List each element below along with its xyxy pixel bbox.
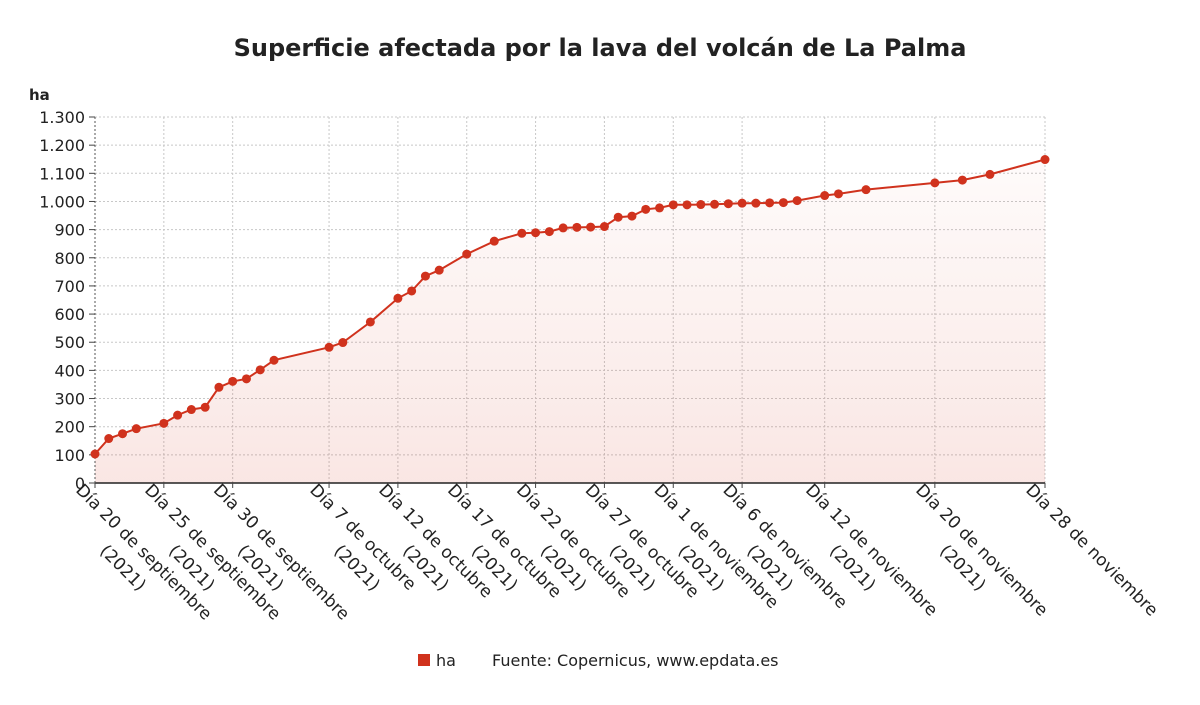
data-point (324, 342, 334, 352)
source-note: Fuente: Copernicus, www.epdata.es (492, 651, 779, 670)
data-point (696, 200, 706, 210)
data-point (173, 410, 183, 420)
y-axis-ticks: 0 100 200 300 400 500 600 700 800 900 1.000 1.100 1.… (39, 108, 95, 493)
data-point (517, 228, 527, 238)
data-point (985, 169, 995, 179)
data-point (668, 200, 678, 210)
y-tick-label: 1.200 (39, 136, 85, 155)
data-point (861, 185, 871, 195)
data-point (214, 382, 224, 392)
data-point (393, 293, 403, 303)
y-tick-label: 900 (54, 221, 85, 240)
y-tick-label: 0 (75, 474, 85, 493)
data-point (930, 178, 940, 188)
data-point (489, 236, 499, 246)
data-point (613, 212, 623, 222)
data-point (737, 198, 747, 208)
data-point (186, 405, 196, 415)
data-point (641, 204, 651, 214)
legend: ha Fuente: Copernicus, www.epdata.es (418, 651, 779, 670)
data-point (90, 449, 100, 459)
data-point (778, 198, 788, 208)
x-tick-label: Día 20 de noviembre(2021) (911, 480, 1051, 620)
y-tick-label: 1.000 (39, 192, 85, 211)
data-point (833, 189, 843, 199)
data-point (104, 434, 114, 444)
y-tick-label: 400 (54, 361, 85, 380)
data-point (710, 199, 720, 209)
y-tick-label: 800 (54, 249, 85, 268)
y-tick-label: 200 (54, 418, 85, 437)
data-point (365, 317, 375, 327)
data-point (131, 424, 141, 434)
data-point (792, 196, 802, 206)
y-tick-label: 100 (54, 446, 85, 465)
data-point (269, 355, 279, 365)
data-point (407, 286, 417, 296)
data-point (544, 227, 554, 237)
y-tick-label: 1.100 (39, 164, 85, 183)
data-point (627, 211, 637, 221)
x-tick-label-line1: Día 20 de septiembre (71, 480, 215, 624)
data-point (420, 271, 430, 281)
series-area-fill (95, 159, 1045, 483)
data-point (200, 402, 210, 412)
data-point (531, 228, 541, 238)
data-point (586, 222, 596, 232)
data-point (654, 203, 664, 213)
data-point (572, 222, 582, 232)
y-tick-label: 1.300 (39, 108, 85, 127)
legend-label: ha (436, 651, 456, 670)
data-point (338, 338, 348, 348)
y-tick-label: 300 (54, 390, 85, 409)
data-point (241, 374, 251, 384)
y-tick-label: 600 (54, 305, 85, 324)
data-point (558, 223, 568, 233)
y-axis-unit-label: ha (29, 86, 50, 104)
data-point (820, 191, 830, 201)
x-tick-label-line1: Día 25 de septiembre (140, 480, 284, 624)
y-tick-label: 500 (54, 333, 85, 352)
data-point (159, 418, 169, 428)
data-point (723, 199, 733, 209)
y-tick-label: 700 (54, 277, 85, 296)
data-point (751, 198, 761, 208)
x-axis-ticks: Día 20 de septiembre(2021)Día 25 de sept… (71, 480, 1161, 624)
data-point (434, 265, 444, 275)
data-point (462, 249, 472, 259)
data-point (118, 429, 128, 439)
series-points (90, 155, 1050, 459)
data-point (228, 376, 238, 386)
data-point (1040, 155, 1050, 165)
data-point (957, 175, 967, 185)
data-point (682, 200, 692, 210)
data-point (255, 365, 265, 375)
axes (94, 117, 1045, 484)
legend-swatch (418, 654, 430, 666)
data-point (599, 222, 609, 232)
chart-title: Superficie afectada por la lava del volc… (234, 34, 967, 62)
data-point (765, 198, 775, 208)
